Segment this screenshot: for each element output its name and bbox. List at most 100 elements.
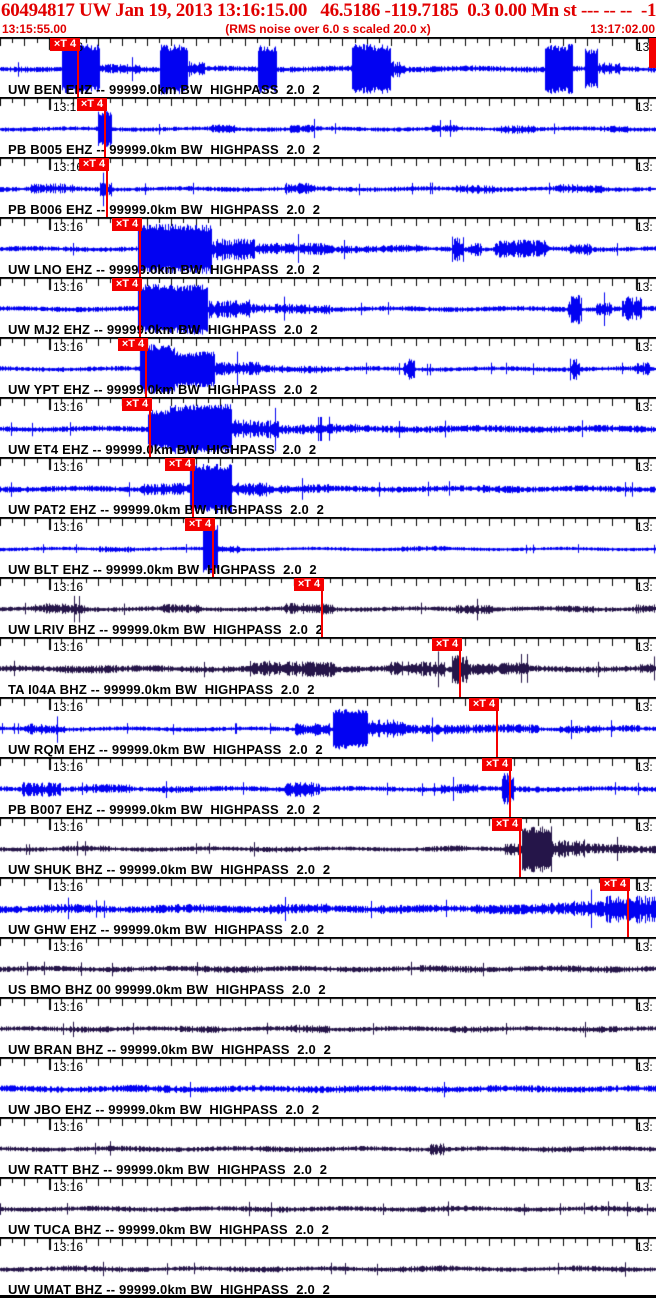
pick-time-line[interactable] xyxy=(459,651,461,697)
pick-flag[interactable]: ×T 4 xyxy=(165,458,195,471)
trace-band: 13:16 13: PB B005 EHZ -- 99999.0km BW HIGH… xyxy=(0,97,656,157)
pick-flag[interactable]: ×T 4 xyxy=(482,758,512,771)
pick-flag[interactable]: ×T 4 xyxy=(469,698,499,711)
station-channel-label: UW PAT2 EHZ -- 99999.0km BW HIGHPASS 2.0… xyxy=(8,502,325,517)
minute-label: 13:16 xyxy=(53,1180,84,1194)
waveform-canvas[interactable] xyxy=(0,757,656,817)
waveform-canvas[interactable] xyxy=(0,517,656,577)
pick-time-line[interactable] xyxy=(145,351,147,397)
waveform-canvas[interactable] xyxy=(0,1117,656,1177)
trace-band: 13:16 13: PB B006 EHZ -- 99999.0km BW HIGH… xyxy=(0,157,656,217)
station-channel-label: UW SHUK BHZ -- 99999.0km BW HIGHPASS 2.0… xyxy=(8,862,331,877)
pick-time-line[interactable] xyxy=(321,591,323,637)
minute-label-right: 13: xyxy=(636,1180,653,1194)
time-window-header: 13:15:55.00 (RMS noise over 6.0 s scaled… xyxy=(0,22,656,36)
waveform-canvas[interactable] xyxy=(0,37,656,97)
pick-flag[interactable]: ×T 4 xyxy=(79,158,109,171)
window-end-time: 13:17:02.00 xyxy=(590,22,655,36)
pick-flag[interactable]: ×T 4 xyxy=(77,98,107,111)
waveform-canvas[interactable] xyxy=(0,877,656,937)
minute-label: 13:16 xyxy=(53,220,84,234)
pick-time-line[interactable] xyxy=(139,231,141,277)
station-channel-label: UW YPT EHZ -- 99999.0km BW HIGHPASS 2.0 … xyxy=(8,382,318,397)
window-start-time: 13:15:55.00 xyxy=(2,22,67,36)
minute-label-right: 13: xyxy=(636,1120,653,1134)
pick-flag[interactable]: ×T 4 xyxy=(294,578,324,591)
pick-time-line[interactable] xyxy=(192,471,194,517)
station-channel-label: UW UMAT BHZ -- 99999.0km BW HIGHPASS 2.0… xyxy=(8,1282,331,1297)
minute-label-right: 13: xyxy=(636,160,653,174)
pick-flag[interactable]: ×T 4 xyxy=(112,278,142,291)
minute-label-right: 13: xyxy=(636,220,653,234)
trace-band: 13:16 13: PB B007 EHZ -- 99999.0km BW HIGH… xyxy=(0,757,656,817)
minute-label: 13:16 xyxy=(53,100,84,114)
minute-label-right: 13: xyxy=(636,760,653,774)
trace-band: 13:16 13: UW LRIV BHZ -- 99999.0km BW HIGH… xyxy=(0,577,656,637)
pick-time-line[interactable] xyxy=(149,411,151,457)
bottom-separator xyxy=(0,1295,656,1298)
minute-label: 13:16 xyxy=(53,520,84,534)
pick-flag[interactable]: ×T 4 xyxy=(492,818,522,831)
waveform-canvas[interactable] xyxy=(0,577,656,637)
station-channel-label: UW TUCA BHZ -- 99999.0km BW HIGHPASS 2.0… xyxy=(8,1222,330,1237)
minute-label: 13:16 xyxy=(53,880,84,894)
minute-label: 13:16 xyxy=(53,700,84,714)
pick-time-line[interactable] xyxy=(139,291,141,337)
minute-label-right: 13: xyxy=(636,1060,653,1074)
station-channel-label: UW MJ2 EHZ -- 99999.0km BW HIGHPASS 2.0 … xyxy=(8,322,318,337)
trace-band: 13:16 13: UW LNO EHZ -- 99999.0km BW HIGHP… xyxy=(0,217,656,277)
pick-time-line[interactable] xyxy=(496,711,498,757)
pick-time-line[interactable] xyxy=(77,51,79,97)
pick-time-line[interactable] xyxy=(627,891,629,937)
waveform-canvas[interactable] xyxy=(0,817,656,877)
waveform-canvas[interactable] xyxy=(0,997,656,1057)
waveform-canvas[interactable] xyxy=(0,697,656,757)
minute-label-right: 13: xyxy=(636,400,653,414)
waveform-canvas[interactable] xyxy=(0,1177,656,1237)
station-channel-label: UW JBO EHZ -- 99999.0km BW HIGHPASS 2.0 … xyxy=(8,1102,320,1117)
pick-flag[interactable]: ×T 4 xyxy=(185,518,215,531)
minute-label: 13:16 xyxy=(53,340,84,354)
pick-flag[interactable]: ×T 4 xyxy=(50,38,80,51)
minute-label-right: 13: xyxy=(636,880,653,894)
trace-band: 13:16 13: UW GHW EHZ -- 99999.0km BW HIGHP… xyxy=(0,877,656,937)
trace-band: 13:16 13: UW MJ2 EHZ -- 99999.0km BW HIGHP… xyxy=(0,277,656,337)
waveform-canvas[interactable] xyxy=(0,937,656,997)
station-channel-label: PB B006 EHZ -- 99999.0km BW HIGHPASS 2.0… xyxy=(8,202,321,217)
pick-time-line[interactable] xyxy=(106,171,108,217)
pick-flag[interactable]: ×T 4 xyxy=(122,398,152,411)
pick-flag[interactable]: ×T 4 xyxy=(600,878,630,891)
waveform-canvas[interactable] xyxy=(0,157,656,217)
waveform-canvas[interactable] xyxy=(0,97,656,157)
waveform-canvas[interactable] xyxy=(0,1057,656,1117)
pick-flag-clipped[interactable] xyxy=(649,38,656,68)
minute-label: 13:16 xyxy=(53,640,84,654)
pick-time-line[interactable] xyxy=(104,111,106,157)
waveform-canvas[interactable] xyxy=(0,397,656,457)
minute-label-right: 13: xyxy=(636,940,653,954)
waveform-canvas[interactable] xyxy=(0,637,656,697)
station-channel-label: UW RQM EHZ -- 99999.0km BW HIGHPASS 2.0 … xyxy=(8,742,323,757)
waveform-canvas[interactable] xyxy=(0,1237,656,1297)
minute-label-right: 13: xyxy=(636,820,653,834)
trace-band: 13:16 13: UW BLT EHZ -- 99999.0km BW HIGHP… xyxy=(0,517,656,577)
waveform-canvas[interactable] xyxy=(0,337,656,397)
pick-time-line[interactable] xyxy=(212,531,214,577)
pick-time-line[interactable] xyxy=(519,831,521,877)
trace-band: 13:16 13: UW YPT EHZ -- 99999.0km BW HIGHP… xyxy=(0,337,656,397)
minute-label-right: 13: xyxy=(636,520,653,534)
pick-time-line[interactable] xyxy=(509,771,511,817)
waveform-canvas[interactable] xyxy=(0,277,656,337)
trace-band: 13:16 13: US BMO BHZ 00 99999.0km BW HIGHP… xyxy=(0,937,656,997)
minute-label: 13:16 xyxy=(53,940,84,954)
pick-flag[interactable]: ×T 4 xyxy=(432,638,462,651)
pick-flag[interactable]: ×T 4 xyxy=(112,218,142,231)
minute-label: 13:16 xyxy=(53,400,84,414)
waveform-canvas[interactable] xyxy=(0,217,656,277)
station-channel-label: UW BEN EHZ -- 99999.0km BW HIGHPASS 2.0 … xyxy=(8,82,320,97)
minute-label: 13:16 xyxy=(53,160,84,174)
waveform-canvas[interactable] xyxy=(0,457,656,517)
pick-flag[interactable]: ×T 4 xyxy=(118,338,148,351)
